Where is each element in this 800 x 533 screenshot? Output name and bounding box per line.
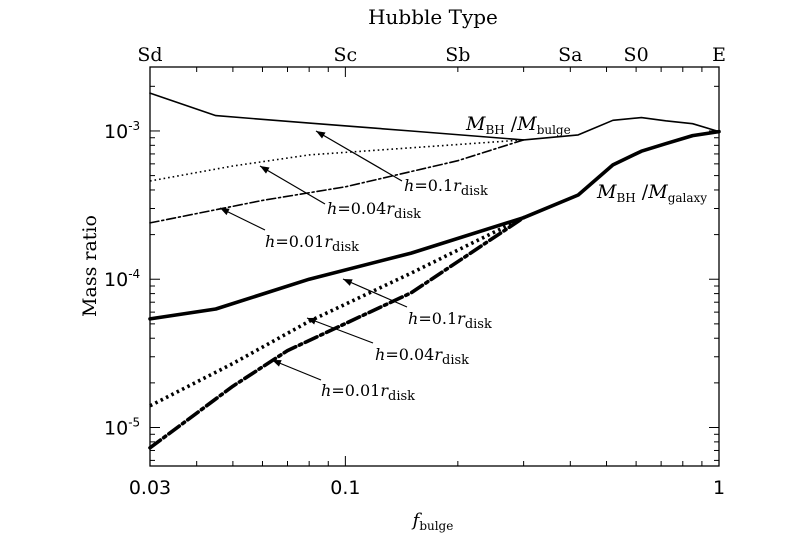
annotation-label-mbh-mbulge: MBH /Mbulge xyxy=(465,113,571,137)
annotation-label-h-bulge: h=0.04rdisk xyxy=(327,199,421,222)
x-tick-label: 1 xyxy=(713,477,725,499)
annotation-arrow xyxy=(259,165,326,205)
annotation-arrow xyxy=(306,317,374,344)
series-bulge-solid-line xyxy=(149,92,720,141)
x-tick-label: 0.1 xyxy=(330,477,360,499)
x-tick-label: 0.03 xyxy=(129,477,171,499)
hubble-type-label-s0: S0 xyxy=(624,44,649,66)
annotation-arrow xyxy=(342,278,408,308)
x-axis-label: fbulge xyxy=(411,510,454,533)
y-tick-label: 10-3 xyxy=(104,119,140,143)
annotation-arrowhead xyxy=(220,208,230,216)
series-bulge-dotted-line xyxy=(149,139,524,182)
annotation-arrows xyxy=(219,130,408,381)
annotation-label-mbh-mgalaxy: MBH /Mgalaxy xyxy=(596,181,707,205)
axis-ticks xyxy=(149,67,720,466)
x-tick-labels: 0.03 0.1 1 xyxy=(129,477,725,499)
annotation-label-h-bulge: h=0.1rdisk xyxy=(404,176,488,199)
hubble-type-label-sb: Sb xyxy=(445,44,470,66)
hubble-type-label-e: E xyxy=(712,44,726,66)
annotation-arrow xyxy=(315,130,403,182)
annotation-labels: h=0.1rdiskh=0.04rdiskh=0.01rdiskh=0.1rdi… xyxy=(265,113,707,404)
y-tick-label: 10-4 xyxy=(104,267,140,291)
plot-frame xyxy=(149,66,720,467)
annotation-arrowhead xyxy=(260,166,270,174)
y-axis-label: Mass ratio xyxy=(79,215,101,317)
series-lines xyxy=(148,92,721,450)
hubble-type-label-sc: Sc xyxy=(334,44,358,66)
annotation-label-h-galaxy: h=0.01rdisk xyxy=(321,381,415,404)
y-tick-label: 10-5 xyxy=(104,416,140,440)
series-galaxy-solid-line xyxy=(148,129,721,321)
annotation-label-h-bulge: h=0.01rdisk xyxy=(265,232,359,255)
hubble-type-label-sa: Sa xyxy=(558,44,582,66)
y-tick-labels: 10-5 10-4 10-3 xyxy=(104,119,140,440)
annotation-arrowhead xyxy=(343,279,353,286)
annotation-label-h-galaxy: h=0.04rdisk xyxy=(375,345,469,368)
hubble-type-labels: Sd Sc Sb Sa S0 E xyxy=(137,44,726,66)
annotation-arrowhead xyxy=(272,360,282,367)
annotation-arrowhead xyxy=(307,317,317,325)
annotation-label-h-galaxy: h=0.1rdisk xyxy=(408,309,492,332)
annotation-arrowhead xyxy=(316,131,326,139)
series-galaxy-dotted-line xyxy=(149,216,525,408)
chart-title: Hubble Type xyxy=(368,5,498,29)
series-galaxy-dashdot-line xyxy=(148,215,526,450)
series-bulge-dashdot-line xyxy=(149,139,525,224)
hubble-type-label-sd: Sd xyxy=(137,44,162,66)
